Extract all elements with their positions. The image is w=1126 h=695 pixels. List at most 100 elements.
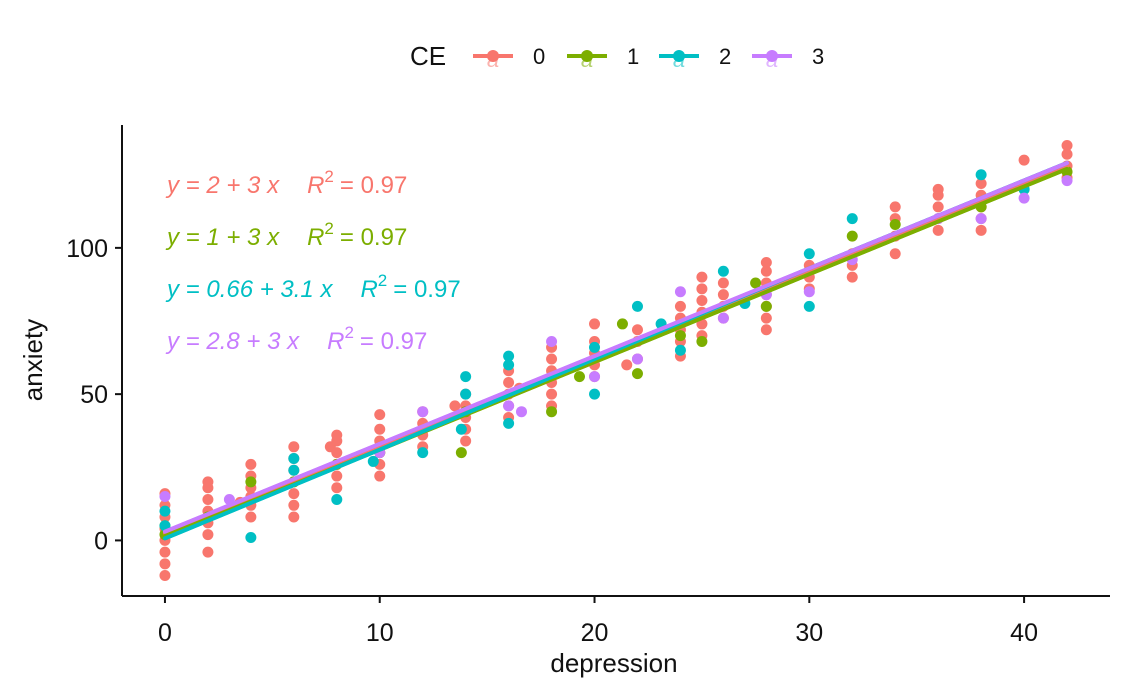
data-point-ce-0 (202, 493, 214, 505)
data-point-ce-1 (846, 230, 858, 242)
data-point-ce-0 (696, 295, 708, 307)
data-point-ce-2 (288, 464, 300, 476)
data-point-ce-0 (331, 429, 343, 441)
data-point-ce-0 (696, 283, 708, 295)
data-point-ce-0 (331, 482, 343, 494)
data-point-ce-2 (674, 344, 686, 356)
data-point-ce-0 (288, 511, 300, 523)
x-tick-label: 30 (795, 619, 823, 647)
legend-key-glyph: a (766, 47, 778, 72)
data-point-ce-0 (546, 388, 558, 400)
data-point-ce-2 (589, 341, 601, 353)
data-point-ce-0 (331, 470, 343, 482)
data-point-ce-0 (1061, 148, 1073, 160)
data-point-ce-0 (202, 529, 214, 541)
y-ticks: 0 50 100 (66, 235, 122, 555)
legend-key-point (673, 50, 685, 62)
legend-title: CE (410, 41, 446, 71)
data-point-ce-3 (546, 335, 558, 347)
data-point-ce-0 (975, 178, 987, 190)
regression-equations: y = 2 + 3 x R2 = 0.97y = 1 + 3 x R2 = 0.97y … (165, 167, 461, 355)
data-point-ce-2 (503, 417, 515, 429)
data-point-ce-0 (846, 271, 858, 283)
data-point-ce-2 (367, 455, 379, 467)
data-point-ce-2 (631, 300, 643, 312)
data-point-ce-0 (288, 499, 300, 511)
y-tick-label: 100 (66, 235, 108, 263)
data-point-ce-0 (932, 224, 944, 236)
r2-value: = 0.97 (340, 172, 407, 199)
data-point-ce-2 (803, 300, 815, 312)
data-point-ce-1 (760, 300, 772, 312)
data-point-ce-0 (159, 546, 171, 558)
data-points (159, 139, 1073, 582)
data-point-ce-0 (202, 546, 214, 558)
legend-key-glyph: a (673, 47, 685, 72)
r2-superscript: 2 (378, 271, 387, 290)
legend-key-point (766, 50, 778, 62)
equation-text: y = 2.8 + 3 x (165, 328, 300, 355)
equation-text: y = 0.66 + 3.1 x (165, 276, 333, 303)
x-tick-label: 10 (366, 619, 394, 647)
data-point-ce-1 (631, 368, 643, 380)
data-point-ce-0 (374, 470, 386, 482)
data-point-ce-3 (803, 286, 815, 298)
data-point-ce-1 (696, 335, 708, 347)
fit-lines-overlay (163, 161, 1069, 541)
r2-label: R (360, 276, 377, 303)
y-axis-title: anxiety (18, 319, 48, 401)
data-point-ce-2 (803, 248, 815, 260)
data-point-ce-3 (717, 312, 729, 324)
data-point-ce-3 (674, 286, 686, 298)
data-point-ce-0 (696, 271, 708, 283)
x-tick-label: 40 (1010, 619, 1038, 647)
data-point-ce-0 (717, 289, 729, 301)
data-point-ce-0 (245, 511, 257, 523)
legend-label-ce-0: 0 (533, 44, 545, 69)
equation-text: y = 2 + 3 x (165, 172, 280, 199)
equation-ce-1: y = 1 + 3 x R2 = 0.97 (165, 219, 407, 251)
r2-superscript: 2 (324, 219, 333, 238)
legend-key-point (487, 50, 499, 62)
legend-label-ce-3: 3 (812, 44, 824, 69)
data-point-ce-0 (546, 353, 558, 365)
data-point-ce-1 (573, 371, 585, 383)
r2-superscript: 2 (344, 323, 353, 342)
equation-ce-3: y = 2.8 + 3 x R2 = 0.97 (165, 323, 427, 355)
data-point-ce-1 (245, 476, 257, 488)
data-point-ce-3 (503, 400, 515, 412)
data-point-ce-2 (717, 265, 729, 277)
data-point-ce-0 (889, 248, 901, 260)
data-point-ce-1 (889, 218, 901, 230)
x-ticks: 0 10 20 30 40 (158, 596, 1038, 647)
x-tick-label: 20 (581, 619, 609, 647)
data-point-ce-0 (288, 441, 300, 453)
r2-value: = 0.97 (393, 276, 460, 303)
data-point-ce-1 (750, 277, 762, 289)
r2-value: = 0.97 (340, 224, 407, 251)
data-point-ce-2 (417, 447, 429, 459)
fit-line-ce-3 (163, 161, 1069, 534)
data-point-ce-0 (1018, 154, 1030, 166)
data-point-ce-1 (455, 447, 467, 459)
data-point-ce-0 (374, 423, 386, 435)
data-point-ce-0 (760, 256, 772, 268)
data-point-ce-2 (589, 388, 601, 400)
data-point-ce-2 (245, 531, 257, 543)
data-point-ce-3 (417, 406, 429, 418)
data-point-ce-0 (449, 400, 461, 412)
data-point-ce-2 (331, 493, 343, 505)
data-point-ce-0 (460, 435, 472, 447)
data-point-ce-0 (889, 201, 901, 213)
data-point-ce-0 (288, 488, 300, 500)
r2-label: R (307, 224, 324, 251)
data-point-ce-2 (503, 350, 515, 362)
data-point-ce-0 (932, 201, 944, 213)
data-point-ce-3 (975, 213, 987, 225)
